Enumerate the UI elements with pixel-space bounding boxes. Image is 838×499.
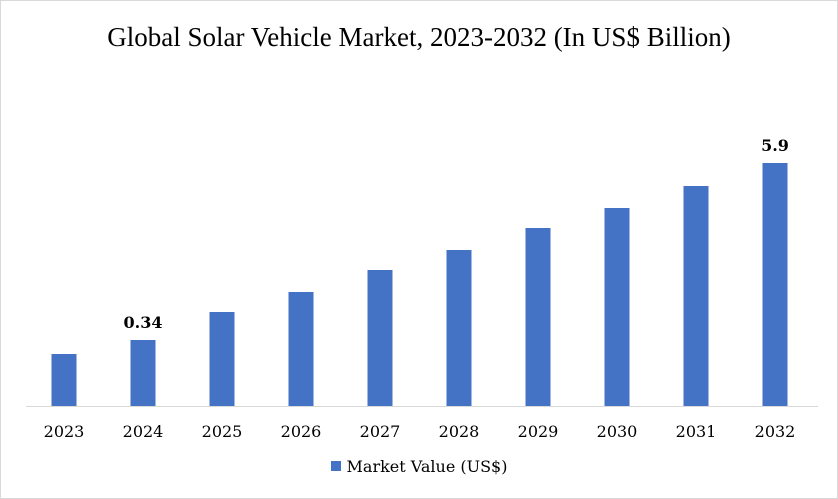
x-tick-label-2026: 2026 xyxy=(281,422,322,441)
legend-label: Market Value (US$) xyxy=(346,457,508,476)
x-tick-label-2028: 2028 xyxy=(439,422,480,441)
data-label-2032: 5.9 xyxy=(761,136,789,155)
bar-2026 xyxy=(288,292,314,406)
x-tick-label-2032: 2032 xyxy=(755,422,796,441)
x-tick-labels: 2023 2024 2025 2026 2027 2028 2029 2030 2031 2032 xyxy=(44,422,796,441)
bar-2028 xyxy=(446,250,472,406)
bar-2029 xyxy=(525,228,551,406)
x-tick-label-2029: 2029 xyxy=(518,422,559,441)
bar-2024 xyxy=(130,340,156,406)
data-labels: 0.34 5.9 xyxy=(124,136,789,332)
data-label-2024: 0.34 xyxy=(124,313,163,332)
legend: Market Value (US$) xyxy=(1,457,837,476)
bar-2031 xyxy=(683,186,709,406)
x-tick-label-2027: 2027 xyxy=(360,422,401,441)
bar-2030 xyxy=(604,208,630,406)
bar-2023 xyxy=(51,354,77,406)
x-tick-label-2024: 2024 xyxy=(123,422,164,441)
x-tick-label-2030: 2030 xyxy=(597,422,638,441)
x-tick-label-2025: 2025 xyxy=(202,422,243,441)
bar-2027 xyxy=(367,270,393,406)
bar-2025 xyxy=(209,312,235,406)
legend-swatch xyxy=(330,461,341,471)
bar-series xyxy=(51,163,788,406)
x-tick-label-2031: 2031 xyxy=(676,422,717,441)
chart-title: Global Solar Vehicle Market, 2023-2032 (… xyxy=(107,22,731,52)
bar-2032 xyxy=(762,163,788,406)
x-tick-label-2023: 2023 xyxy=(44,422,85,441)
